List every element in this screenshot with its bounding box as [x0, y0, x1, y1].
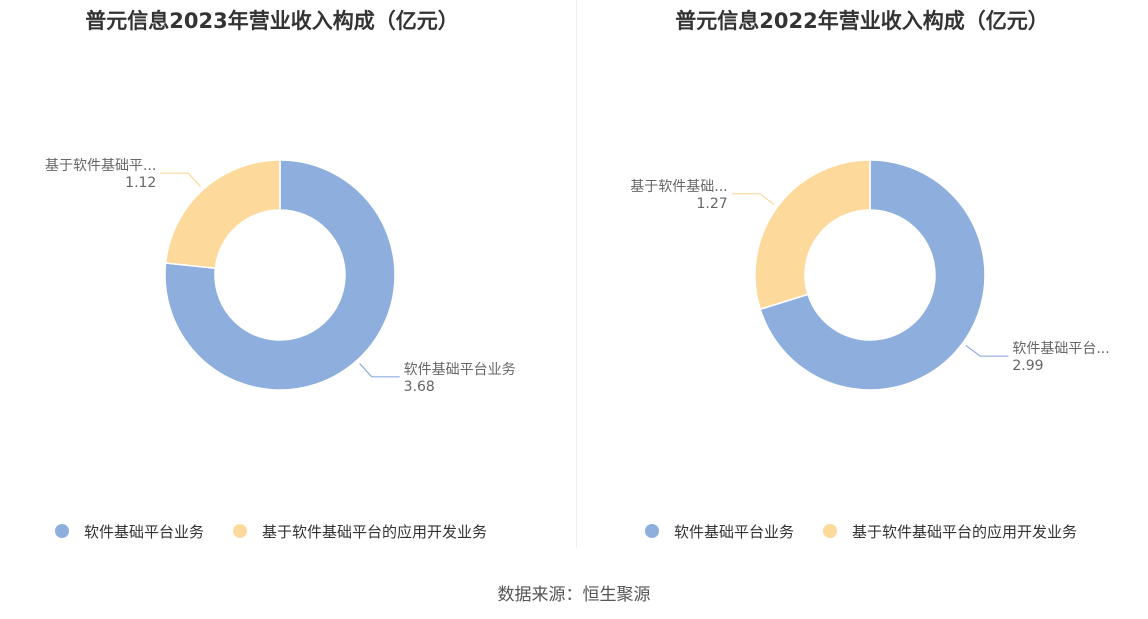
donut-slice-1	[759, 159, 986, 391]
leader-line-1	[359, 363, 400, 378]
legend-label-1: 软件基础平台业务	[674, 523, 794, 541]
legend-marker-2	[823, 524, 837, 538]
slice-label-name-1: 软件基础平台...	[1012, 340, 1109, 357]
chart-title: 普元信息2023年营业收入构成（亿元）	[85, 9, 458, 33]
panel-divider	[576, 0, 577, 548]
leader-line-2	[731, 193, 775, 205]
slice-label-name-2: 基于软件基础平...	[45, 157, 156, 174]
leader-line-2	[160, 172, 201, 187]
data-source-note: 数据来源：恒生聚源	[497, 585, 651, 605]
slice-label-value-1: 2.99	[1012, 358, 1043, 374]
donut-slice-1	[164, 159, 396, 391]
charts-canvas: 普元信息2023年营业收入构成（亿元）软件基础平台业务3.68基于软件基础平..…	[45, 9, 1110, 541]
slice-label-name-2: 基于软件基础...	[630, 178, 727, 195]
donut-chart-1: 普元信息2023年营业收入构成（亿元）软件基础平台业务3.68基于软件基础平..…	[45, 9, 516, 541]
legend-label-1: 软件基础平台业务	[84, 523, 204, 541]
leader-line-1	[965, 345, 1009, 357]
legend-marker-1	[645, 524, 659, 538]
legend-label-2: 基于软件基础平台的应用开发业务	[852, 523, 1077, 541]
legend-label-2: 基于软件基础平台的应用开发业务	[262, 523, 487, 541]
donut-slice-2	[164, 159, 281, 270]
donut-chart-2: 普元信息2022年营业收入构成（亿元） 软件基础平台...2.99 基于软件基础..…	[630, 9, 1109, 541]
donut-slice-2	[754, 159, 871, 311]
slice-label-value-1: 3.68	[404, 379, 435, 395]
slice-label-value-2: 1.27	[696, 196, 727, 212]
legend-marker-1	[55, 524, 69, 538]
legend-marker-2	[233, 524, 247, 538]
slice-label-value-2: 1.12	[125, 175, 156, 191]
chart-title: 普元信息2022年营业收入构成（亿元）	[675, 9, 1048, 33]
slice-label-name-1: 软件基础平台业务	[404, 361, 516, 378]
